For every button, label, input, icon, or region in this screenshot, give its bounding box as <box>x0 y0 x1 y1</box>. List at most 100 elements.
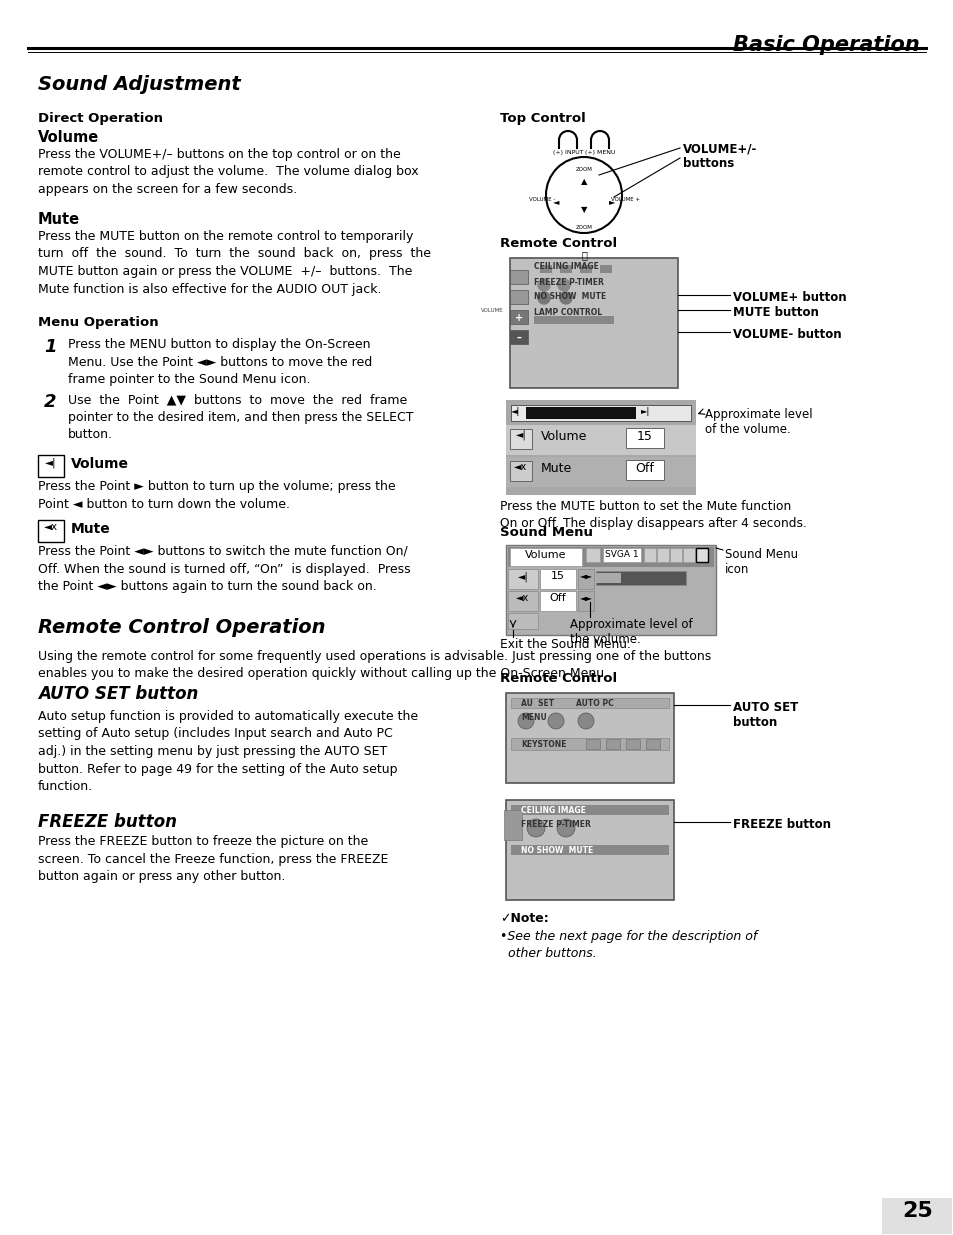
Text: (+) MENU: (+) MENU <box>584 149 615 156</box>
Text: Press the MUTE button to set the Mute function
On or Off. The display disappears: Press the MUTE button to set the Mute fu… <box>499 500 806 530</box>
Text: FREEZE P-TIMER: FREEZE P-TIMER <box>520 820 590 829</box>
Bar <box>511 405 690 421</box>
Text: Press the MENU button to display the On-Screen
Menu. Use the Point ◄► buttons to: Press the MENU button to display the On-… <box>68 338 372 387</box>
Bar <box>510 270 527 284</box>
Text: 2: 2 <box>44 393 56 411</box>
Circle shape <box>547 713 563 729</box>
Text: SVGA 1: SVGA 1 <box>604 550 639 559</box>
Text: Press the Point ◄► buttons to switch the mute function On/
Off. When the sound i: Press the Point ◄► buttons to switch the… <box>38 545 410 593</box>
Bar <box>505 800 673 900</box>
Bar <box>682 548 695 562</box>
Text: VOLUME: VOLUME <box>481 308 503 312</box>
Text: Remote Control Operation: Remote Control Operation <box>38 618 325 637</box>
Text: NO SHOW  MUTE: NO SHOW MUTE <box>520 846 593 855</box>
Text: Off: Off <box>549 593 566 603</box>
Text: Mute: Mute <box>71 522 111 536</box>
Text: FREEZE button: FREEZE button <box>732 818 830 831</box>
Text: MENU: MENU <box>520 713 546 722</box>
Bar <box>579 266 592 273</box>
Text: ◄x: ◄x <box>44 522 58 532</box>
Bar <box>511 698 668 708</box>
Text: AUTO SET button: AUTO SET button <box>38 685 198 703</box>
Text: NO SHOW  MUTE: NO SHOW MUTE <box>534 291 605 301</box>
Bar <box>510 258 678 388</box>
Text: Volume: Volume <box>71 457 129 471</box>
Text: 🔍: 🔍 <box>580 249 586 261</box>
Text: Basic Operation: Basic Operation <box>733 35 919 56</box>
Text: 15: 15 <box>637 430 652 443</box>
Text: Volume: Volume <box>525 550 566 559</box>
Text: FREEZE button: FREEZE button <box>38 813 177 831</box>
Text: Off: Off <box>635 462 654 475</box>
Text: ◄x: ◄x <box>516 593 529 603</box>
Bar <box>578 569 594 589</box>
Text: Use  the  Point  ▲▼  buttons  to  move  the  red  frame
pointer to the desired i: Use the Point ▲▼ buttons to move the red… <box>68 393 413 441</box>
Text: VOLUME +: VOLUME + <box>611 198 639 203</box>
Bar <box>596 571 685 585</box>
Circle shape <box>517 713 534 729</box>
Bar <box>507 592 537 611</box>
Bar <box>559 266 572 273</box>
Text: AUTO SET
button: AUTO SET button <box>732 701 798 729</box>
Bar <box>510 330 527 345</box>
Text: (+) INPUT: (+) INPUT <box>552 149 582 156</box>
Bar <box>585 548 599 562</box>
Text: Press the Point ► button to turn up the volume; press the
Point ◄ button to turn: Press the Point ► button to turn up the … <box>38 480 395 510</box>
Text: Press the FREEZE button to freeze the picture on the
screen. To cancel the Freez: Press the FREEZE button to freeze the pi… <box>38 835 388 883</box>
Bar <box>38 454 64 477</box>
Text: 1: 1 <box>44 338 56 356</box>
Bar <box>625 459 663 480</box>
Circle shape <box>526 819 544 837</box>
Bar <box>510 548 581 566</box>
Bar <box>539 266 552 273</box>
Text: VOLUME+ button: VOLUME+ button <box>732 291 845 304</box>
Bar <box>510 461 532 480</box>
Bar <box>625 739 639 748</box>
Bar <box>503 810 521 840</box>
Text: CEILING IMAGE: CEILING IMAGE <box>520 806 585 815</box>
Text: ►: ► <box>608 198 615 206</box>
Text: Sound Menu: Sound Menu <box>499 526 593 538</box>
Bar <box>645 739 659 748</box>
Text: MUTE button: MUTE button <box>732 306 818 319</box>
Text: Approximate level of
the volume.: Approximate level of the volume. <box>569 618 692 646</box>
Text: ►|: ►| <box>640 408 650 416</box>
Text: ◄x: ◄x <box>514 462 527 472</box>
Text: LAMP CONTROL: LAMP CONTROL <box>534 308 601 317</box>
Text: Auto setup function is provided to automatically execute the
setting of Auto set: Auto setup function is provided to autom… <box>38 710 417 793</box>
Text: ◄|: ◄| <box>517 571 528 582</box>
Bar <box>507 547 713 567</box>
Text: Remote Control: Remote Control <box>499 237 617 249</box>
Text: Remote Control: Remote Control <box>499 672 617 685</box>
Text: •See the next page for the description of
  other buttons.: •See the next page for the description o… <box>499 930 757 960</box>
Bar <box>539 592 576 611</box>
Bar <box>696 548 707 562</box>
Bar <box>643 548 656 562</box>
Bar <box>599 266 612 273</box>
Bar <box>505 693 673 783</box>
Bar <box>511 845 668 855</box>
Text: ◄|: ◄| <box>515 430 526 441</box>
Bar <box>510 290 527 304</box>
Text: Press the VOLUME+/– buttons on the top control or on the
remote control to adjus: Press the VOLUME+/– buttons on the top c… <box>38 148 418 196</box>
Text: Sound Menu
icon: Sound Menu icon <box>724 548 798 576</box>
Text: Exit the Sound Menu.: Exit the Sound Menu. <box>499 638 630 651</box>
Circle shape <box>557 819 575 837</box>
Text: ▼: ▼ <box>580 205 587 214</box>
Text: VOLUME -: VOLUME - <box>528 198 555 203</box>
Text: ◄►: ◄► <box>578 571 592 580</box>
Bar <box>578 592 594 611</box>
Circle shape <box>537 279 550 291</box>
Bar <box>507 569 537 589</box>
Bar <box>625 429 663 448</box>
Text: +: + <box>515 312 522 324</box>
Text: AUTO PC: AUTO PC <box>576 699 613 708</box>
Bar <box>882 1198 951 1234</box>
Circle shape <box>559 291 572 304</box>
Bar <box>525 408 636 419</box>
Text: 15: 15 <box>551 571 564 580</box>
Bar <box>505 457 696 487</box>
Bar <box>505 545 716 635</box>
Circle shape <box>537 291 550 304</box>
Bar <box>511 805 668 815</box>
